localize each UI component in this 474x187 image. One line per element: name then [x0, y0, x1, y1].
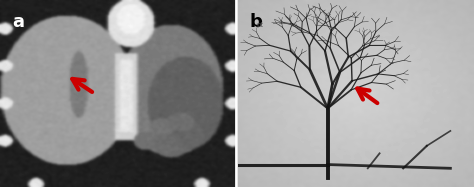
Text: a: a [12, 13, 24, 31]
Text: pt: pt [257, 22, 264, 28]
Text: b: b [250, 13, 263, 31]
